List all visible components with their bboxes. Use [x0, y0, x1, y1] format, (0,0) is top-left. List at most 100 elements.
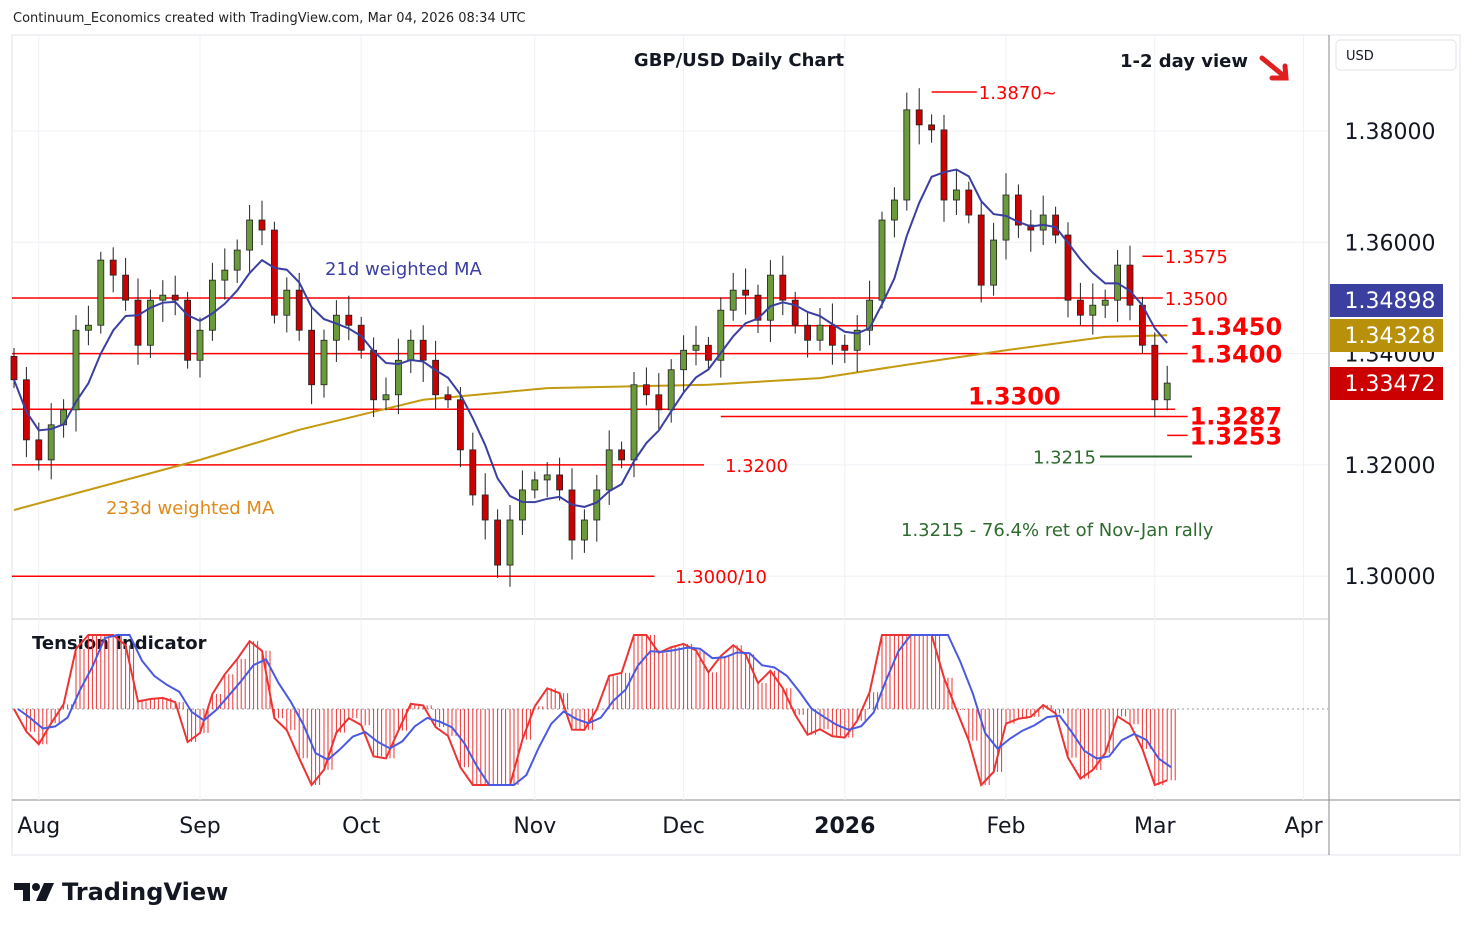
price-badge-value: 1.34328 — [1345, 324, 1436, 349]
currency-label: USD — [1346, 49, 1374, 64]
y-tick-label: 1.38000 — [1345, 120, 1436, 145]
candle-down — [841, 344, 849, 351]
candle-down — [915, 109, 923, 126]
candle-down — [804, 324, 811, 341]
candle-up — [146, 299, 154, 346]
y-tick-label: 1.32000 — [1345, 454, 1436, 479]
level-label: 1.3000/10 — [675, 567, 767, 588]
price-badge — [1330, 284, 1443, 317]
candle-down — [456, 399, 464, 451]
candle-up — [1039, 214, 1047, 231]
candle-down — [444, 394, 452, 401]
candle-up — [320, 339, 328, 386]
candle-up — [853, 329, 861, 351]
candle-down — [184, 299, 192, 361]
candle-down — [134, 299, 142, 346]
candle-up — [233, 249, 241, 271]
candle-down — [469, 449, 477, 496]
candle-up — [283, 289, 291, 316]
x-tick-label: 2026 — [814, 814, 875, 839]
candle-up — [692, 344, 700, 351]
level-label: 1.3200 — [725, 456, 788, 477]
candle-up — [543, 474, 551, 481]
candle-up — [85, 324, 92, 331]
candle-down — [928, 124, 935, 131]
logo-text: TradingView — [62, 878, 229, 906]
indicator-line — [13, 634, 1168, 787]
candle-down — [370, 349, 378, 401]
candle-up — [816, 324, 824, 341]
candle-up — [519, 489, 526, 521]
candle-down — [977, 214, 985, 286]
candle-up — [506, 519, 514, 566]
candle-up — [953, 189, 960, 201]
candle-down — [829, 324, 836, 346]
level-label: 1.3500 — [1165, 289, 1228, 310]
candle-up — [382, 394, 390, 401]
candle-down — [655, 394, 663, 411]
candle-up — [767, 274, 774, 321]
support-annotation: 1.3215 - 76.4% ret of Nov-Jan rally — [901, 520, 1214, 541]
candle-down — [171, 294, 179, 301]
candle-down — [1015, 194, 1022, 226]
candle-down — [1027, 224, 1035, 231]
level-label: 1.3870~ — [979, 83, 1057, 104]
y-tick-label: 1.36000 — [1345, 231, 1436, 256]
price-badge — [1330, 319, 1443, 352]
tradingview-logo[interactable]: TradingView — [14, 878, 228, 906]
x-tick-label: Sep — [179, 814, 220, 839]
candle-up — [246, 219, 254, 251]
candle-down — [568, 489, 576, 541]
credit-text: Continuum_Economics created with Trading… — [13, 11, 526, 26]
candle-down — [618, 449, 625, 461]
x-tick-label: Apr — [1285, 814, 1324, 839]
candle-down — [10, 355, 18, 381]
candle-up — [332, 314, 340, 341]
candle-up — [581, 519, 588, 541]
candle-down — [1126, 264, 1134, 306]
price-badge-value: 1.34898 — [1345, 289, 1436, 314]
candle-up — [891, 199, 898, 221]
candle-up — [680, 349, 687, 371]
candle-up — [97, 259, 105, 326]
chart-title: GBP/USD Daily Chart — [634, 50, 845, 71]
candle-down — [1151, 344, 1159, 401]
candle-down — [1064, 234, 1072, 301]
price-badge-value: 1.33472 — [1345, 372, 1436, 397]
view-label: 1-2 day view — [1120, 51, 1248, 72]
currency-button[interactable] — [1335, 39, 1457, 71]
candle-down — [705, 344, 712, 361]
candle-up — [878, 219, 886, 301]
candle-up — [990, 239, 997, 286]
candle-up — [866, 299, 873, 331]
level-label: 1.3287 — [1190, 402, 1283, 430]
indicator-title: Tension Indicator — [32, 633, 207, 654]
candle-up — [208, 279, 216, 331]
x-tick-label: Feb — [987, 814, 1026, 839]
x-tick-label: Dec — [662, 814, 705, 839]
candle-up — [531, 479, 539, 491]
candle-down — [791, 299, 799, 326]
level-label: 1.3575 — [1165, 247, 1228, 268]
level-label: 1.3450 — [1190, 313, 1283, 341]
candle-up — [47, 424, 55, 461]
candle-down — [494, 519, 502, 566]
x-tick-label: Nov — [513, 814, 556, 839]
level-label: 1.3300 — [968, 382, 1061, 410]
x-tick-label: Aug — [17, 814, 60, 839]
wma21-label: 21d weighted MA — [325, 259, 482, 280]
candle-down — [258, 219, 266, 231]
candle-down — [481, 494, 489, 521]
candle-down — [419, 339, 427, 361]
candle-down — [1052, 214, 1059, 236]
candle-up — [605, 449, 613, 491]
candle-down — [643, 384, 650, 396]
candle-down — [345, 314, 353, 326]
candle-up — [196, 329, 204, 361]
chart-frame — [11, 34, 1461, 856]
candle-down — [432, 359, 440, 396]
candle-up — [221, 269, 229, 281]
arrow-down-right-icon — [1259, 55, 1289, 81]
